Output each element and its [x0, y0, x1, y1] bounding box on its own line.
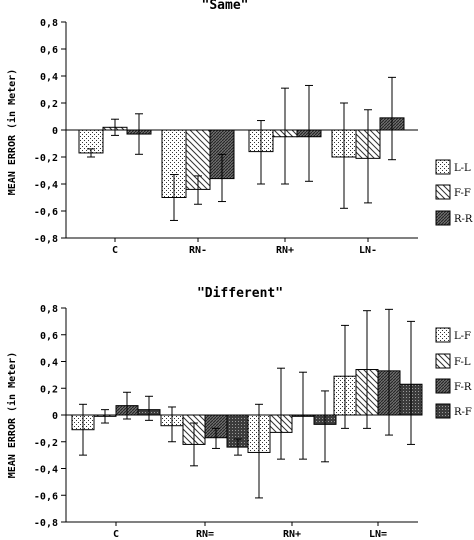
y-axis-label: MEAN ERROR (in Meter) [6, 352, 18, 478]
legend-label: L-L [454, 163, 471, 174]
legend-label: R-F [454, 407, 472, 418]
category-label: RN+ [283, 529, 301, 540]
legend-swatch [435, 378, 451, 394]
legend-swatch [435, 403, 451, 419]
category-label: LN= [369, 529, 387, 540]
y-tick-label: -0,8 [34, 518, 58, 529]
y-tick-label: -0,2 [34, 153, 58, 164]
y-tick-label: 0,2 [40, 99, 58, 110]
chart-panel-same: "Same" MEAN ERROR (in Meter) -0,8 -0,6 -0,… [6, 0, 473, 256]
category-label: C [113, 529, 119, 540]
legend-label: F-R [454, 382, 472, 393]
y-tick-label: 0,8 [40, 304, 58, 315]
chart-title: "Different" [197, 286, 283, 301]
y-tick-label: 0,8 [40, 18, 58, 29]
y-axis-label: MEAN ERROR (in Meter) [6, 69, 18, 195]
category-label: RN= [196, 529, 214, 540]
category-label: LN- [359, 245, 377, 256]
y-tick-label: -0,6 [34, 491, 58, 502]
y-tick-label: 0 [52, 126, 58, 137]
y-tick-label: 0,4 [40, 358, 58, 369]
legend-swatch [435, 327, 451, 343]
y-tick-label: -0,2 [34, 438, 58, 449]
legend-swatch [435, 210, 451, 226]
legend-swatch [435, 159, 451, 175]
y-tick-label: 0,6 [40, 45, 58, 56]
y-tick-label: 0,2 [40, 384, 58, 395]
category-label: RN+ [276, 245, 294, 256]
y-tick-label: -0,4 [34, 180, 58, 191]
legend-label: F-L [454, 357, 471, 368]
legend-swatch [435, 184, 451, 200]
y-tick-label: 0 [52, 411, 58, 422]
y-tick-label: 0,4 [40, 72, 58, 83]
legend: L-L F-F R-R [435, 159, 473, 226]
legend-swatch [435, 353, 451, 369]
category-label: C [112, 245, 118, 256]
category-label: RN- [189, 245, 207, 256]
legend-label: L-F [454, 331, 471, 342]
legend: L-F F-L F-R R-F [435, 327, 472, 419]
y-tick-label: -0,4 [34, 465, 58, 476]
y-tick-label: -0,6 [34, 207, 58, 218]
chart-panel-different: "Different" MEAN ERROR (in Meter) -0,8 -0… [6, 286, 472, 540]
y-tick-label: -0,8 [34, 234, 58, 245]
legend-label: F-F [454, 188, 471, 199]
y-tick-label: 0,6 [40, 331, 58, 342]
legend-label: R-R [454, 214, 473, 225]
chart-title: "Same" [202, 0, 249, 13]
